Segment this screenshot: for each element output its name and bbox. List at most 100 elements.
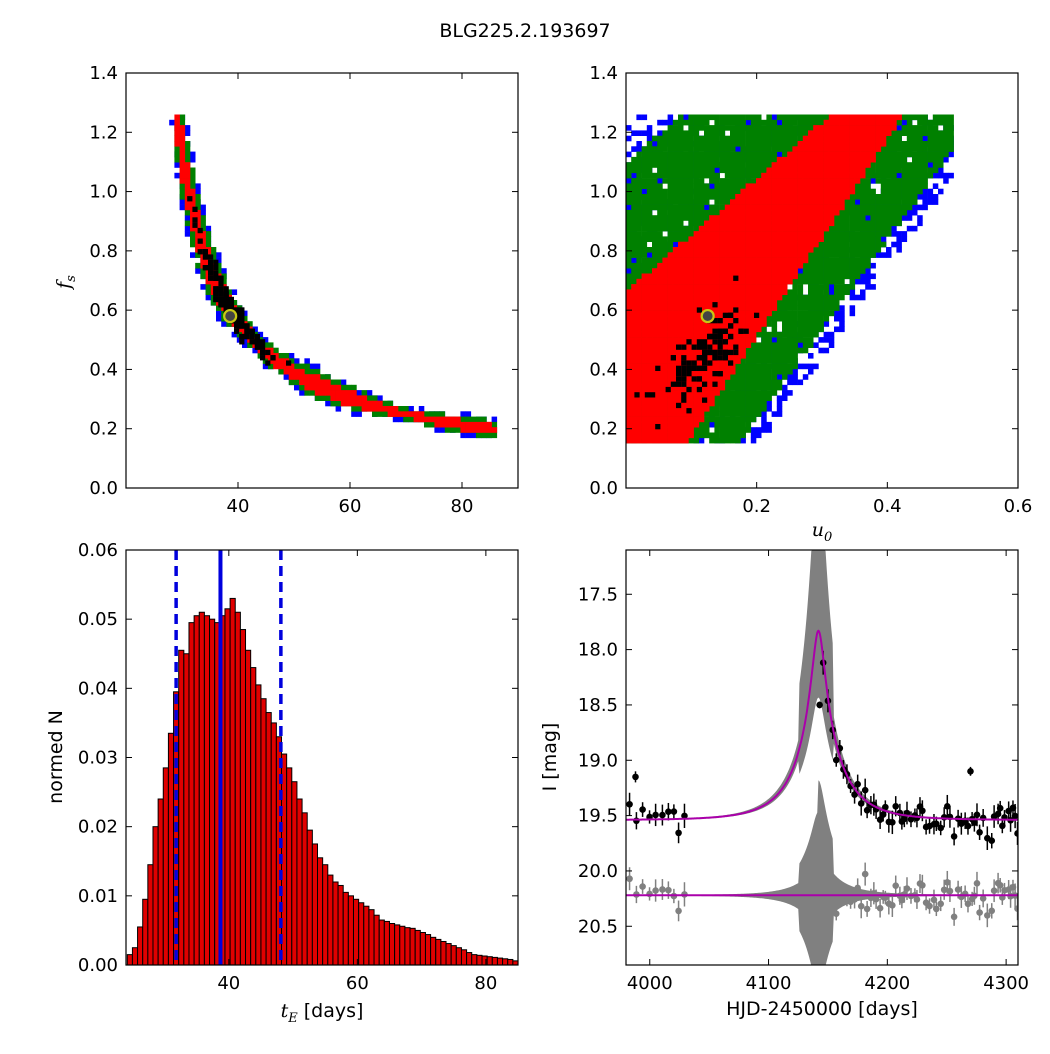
middle-contour-cell [917,136,923,142]
outer-contour-cell [704,205,710,211]
middle-contour-cell [933,136,939,142]
inner-contour-cell [190,189,196,195]
middle-contour-cell [912,115,918,121]
middle-contour-cell [803,337,809,343]
middle-contour-cell [647,210,653,216]
middle-contour-cell [766,125,772,131]
middle-contour-cell [881,146,887,152]
middle-contour-cell [657,194,663,200]
middle-contour-cell [839,279,845,285]
middle-contour-cell [761,385,767,391]
middle-contour-cell [699,152,705,158]
middle-contour-cell [886,146,892,152]
middle-contour-cell [668,242,674,248]
inner-contour-cell [180,157,186,163]
middle-contour-cell [824,268,830,274]
middle-contour-cell [829,231,835,237]
middle-contour-cell [839,263,845,269]
middle-contour-cell [902,130,908,136]
middle-contour-cell [829,274,835,280]
middle-contour-cell [865,194,871,200]
middle-contour-cell [688,168,694,174]
middle-contour-cell [808,115,814,121]
middle-contour-cell [657,189,663,195]
middle-contour-cell [730,380,736,386]
middle-contour-cell [772,327,778,333]
middle-contour-cell [813,247,819,253]
middle-contour-cell [657,252,663,258]
middle-contour-cell [377,411,383,417]
middle-contour-cell [834,221,840,227]
middle-contour-cell [876,221,882,227]
outer-contour-cell [902,236,908,242]
middle-contour-cell [683,183,689,189]
middle-contour-cell [844,215,850,221]
middle-contour-cell [818,274,824,280]
middle-contour-cell [886,168,892,174]
middle-contour-cell [813,252,819,258]
middle-contour-cell [787,130,793,136]
middle-contour-cell [803,332,809,338]
middle-contour-cell [678,115,684,121]
middle-contour-cell [673,178,679,184]
middle-contour-cell [725,385,731,391]
middle-contour-cell [668,210,674,216]
middle-contour-cell [662,189,668,195]
middle-contour-cell [839,236,845,242]
middle-contour-cell [704,199,710,205]
middle-contour-cell [938,141,944,147]
inner-contour-cell [174,120,180,126]
middle-contour-cell [824,284,830,290]
best-sample-cell [218,286,223,291]
middle-contour-cell [725,115,731,121]
middle-contour-cell [730,136,736,142]
middle-contour-cell [876,247,882,253]
middle-contour-cell [850,236,856,242]
middle-contour-cell [787,115,793,121]
middle-contour-cell [746,358,752,364]
middle-contour-cell [917,162,923,168]
middle-contour-cell [782,369,788,375]
middle-contour-cell [642,173,648,179]
middle-contour-cell [844,210,850,216]
middle-contour-cell [730,422,736,428]
middle-contour-cell [657,162,663,168]
middle-contour-cell [647,183,653,189]
middle-contour-cell [860,221,866,227]
middle-contour-cell [803,115,809,121]
outer-contour-cell [709,183,715,189]
middle-contour-cell [777,385,783,391]
inner-contour-cell [377,401,383,407]
middle-contour-cell [434,411,440,417]
best-sample-cell [208,265,213,270]
middle-contour-cell [704,422,710,428]
inner-contour-cell [434,417,440,423]
middle-contour-cell [662,136,668,142]
middle-contour-cell [844,226,850,232]
middle-contour-cell [792,120,798,126]
middle-contour-cell [626,236,632,242]
inner-contour-cell [626,411,632,417]
inner-contour-cell [626,348,632,354]
middle-contour-cell [746,152,752,158]
middle-contour-cell [818,311,824,317]
middle-contour-cell [896,130,902,136]
middle-contour-cell [792,300,798,306]
middle-contour-cell [813,120,819,126]
middle-contour-cell [720,401,726,407]
middle-contour-cell [725,406,731,412]
middle-contour-cell [912,168,918,174]
middle-contour-cell [735,364,741,370]
middle-contour-cell [860,215,866,221]
middle-contour-cell [657,221,663,227]
middle-contour-cell [808,258,814,264]
middle-contour-cell [798,295,804,301]
middle-contour-cell [668,146,674,152]
middle-contour-cell [860,189,866,195]
middle-contour-cell [772,332,778,338]
middle-contour-cell [626,274,632,280]
middle-contour-cell [636,168,642,174]
middle-contour-cell [870,231,876,237]
middle-contour-cell [902,199,908,205]
middle-contour-cell [652,236,658,242]
